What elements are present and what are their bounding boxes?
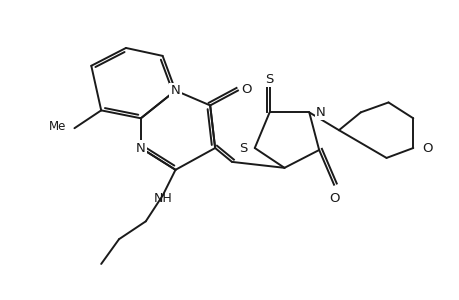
Text: N: N [136, 142, 146, 154]
Text: NH: NH [153, 192, 172, 205]
Text: N: N [315, 106, 325, 119]
Text: S: S [265, 73, 273, 85]
Text: S: S [239, 142, 247, 154]
Text: O: O [328, 192, 339, 205]
Text: N: N [170, 84, 180, 97]
Text: O: O [241, 83, 252, 96]
Text: O: O [421, 142, 432, 154]
Text: Me: Me [49, 120, 67, 133]
